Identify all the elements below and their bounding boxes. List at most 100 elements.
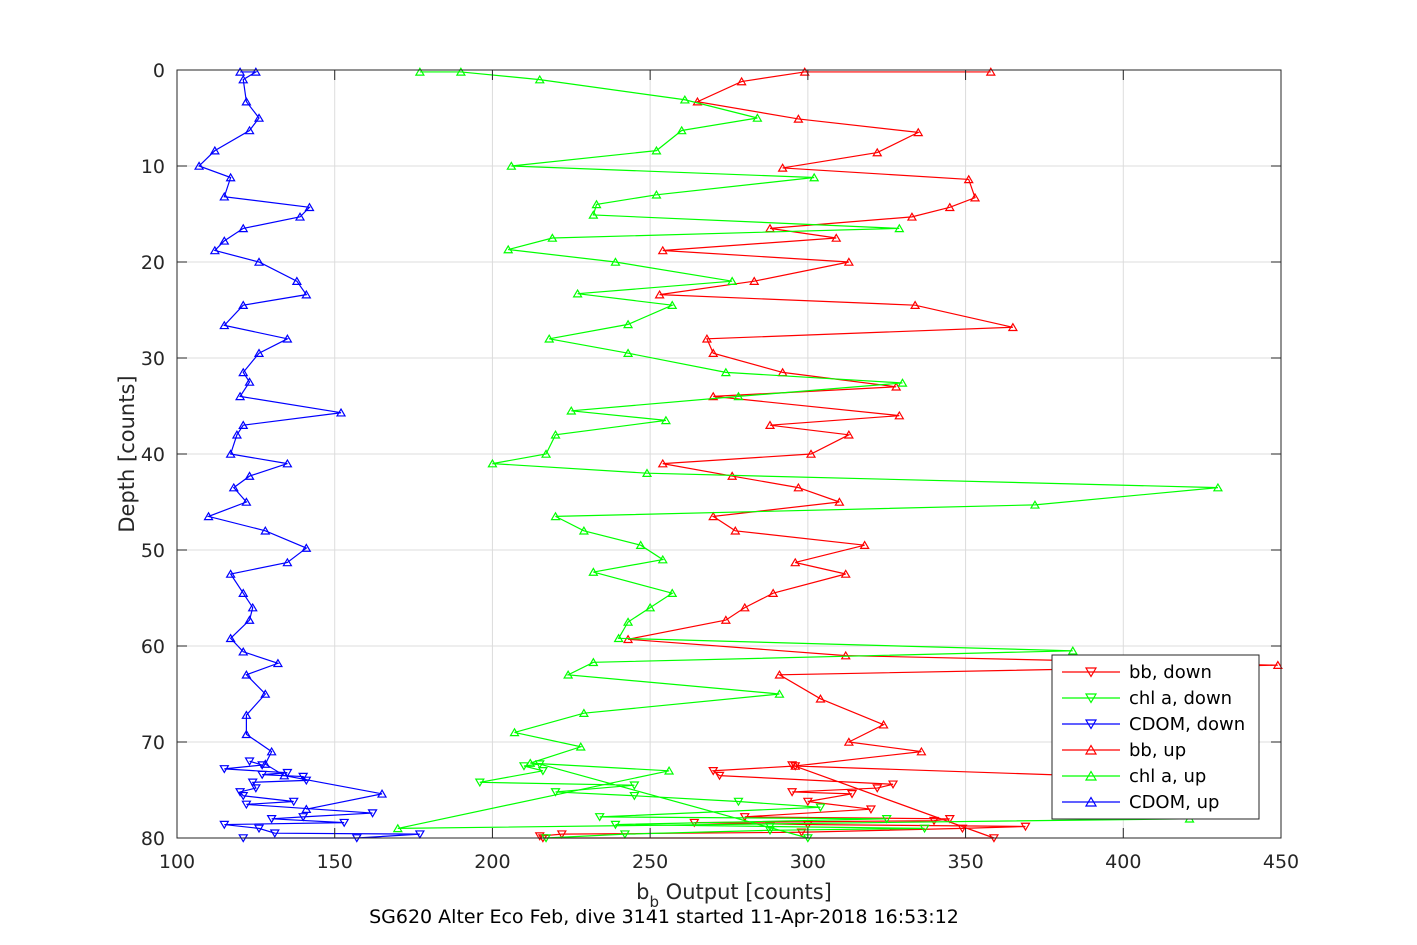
data-point — [588, 657, 599, 667]
data-point — [623, 319, 634, 329]
data-point — [225, 569, 236, 578]
data-point — [944, 202, 955, 212]
data-point — [897, 378, 908, 387]
data-point — [588, 210, 599, 219]
data-point — [619, 830, 630, 839]
data-point — [859, 540, 870, 550]
data-point — [578, 708, 589, 718]
data-point — [550, 430, 561, 439]
data-point — [660, 415, 671, 425]
data-point — [238, 74, 249, 84]
x-axis-label: bb Output [counts] — [636, 880, 832, 911]
y-tick-label: 40 — [141, 444, 165, 466]
data-point — [834, 497, 845, 506]
data-point — [376, 789, 388, 798]
data-point — [654, 289, 665, 299]
data-point — [667, 300, 678, 309]
data-point — [260, 689, 271, 698]
data-point — [796, 828, 807, 838]
data-point — [594, 813, 605, 822]
data-point — [194, 161, 205, 170]
data-point — [787, 788, 798, 797]
legend-entry: chl a, up — [1062, 766, 1206, 787]
data-point — [969, 192, 981, 202]
data-point — [219, 320, 230, 330]
x-axis-label-main: b — [636, 880, 649, 904]
data-point — [238, 300, 249, 309]
legend-swatch-marker — [1084, 667, 1098, 678]
data-point — [906, 212, 917, 221]
data-point — [623, 348, 634, 357]
data-point — [657, 554, 668, 564]
data-point — [919, 824, 930, 834]
data-point — [301, 289, 312, 299]
data-point — [247, 778, 258, 788]
data-point — [768, 588, 779, 598]
legend-box — [1051, 654, 1260, 820]
data-point — [288, 797, 299, 807]
data-point — [298, 772, 309, 782]
data-point — [774, 689, 785, 698]
data-point — [253, 348, 265, 357]
data-point — [260, 526, 271, 535]
data-point — [793, 114, 804, 123]
data-point — [1020, 822, 1031, 832]
data-point — [219, 191, 230, 201]
data-point — [228, 482, 239, 492]
data-point — [815, 803, 826, 813]
data-point — [509, 727, 520, 737]
data-point — [736, 76, 747, 86]
x-tick-label: 150 — [317, 851, 353, 873]
data-point — [708, 391, 719, 401]
data-point — [534, 74, 545, 84]
data-point — [266, 746, 277, 756]
data-point — [294, 212, 306, 221]
data-point — [963, 174, 974, 184]
data-point — [588, 567, 599, 576]
data-point — [487, 458, 498, 468]
data-point — [506, 161, 517, 170]
data-point — [298, 813, 309, 822]
data-point — [692, 96, 703, 106]
data-point — [238, 420, 249, 429]
data-point — [651, 190, 662, 199]
data-point — [279, 770, 290, 780]
series-line — [197, 71, 383, 810]
data-point — [339, 818, 350, 828]
data-point — [282, 458, 293, 468]
data-point — [843, 737, 854, 746]
data-point — [957, 824, 968, 834]
legend-label: bb, up — [1129, 740, 1186, 761]
data-point — [790, 761, 801, 770]
data-point — [878, 719, 889, 729]
data-point — [225, 633, 236, 643]
data-point — [733, 797, 744, 807]
legend-entry: bb, up — [1062, 740, 1186, 761]
data-point — [843, 430, 854, 439]
data-point — [657, 458, 668, 468]
data-point — [635, 540, 646, 550]
data-point — [591, 199, 602, 209]
y-tick-label: 60 — [141, 636, 165, 658]
data-point — [679, 94, 690, 104]
data-point — [304, 202, 315, 212]
data-point — [752, 113, 763, 122]
data-point — [613, 633, 624, 643]
y-tick-label: 0 — [153, 60, 165, 82]
data-point — [550, 788, 561, 797]
data-point — [253, 824, 265, 834]
legend-label: bb, down — [1129, 662, 1212, 683]
data-point — [764, 420, 776, 429]
data-point — [269, 829, 280, 838]
data-point — [235, 788, 246, 797]
data-point — [887, 780, 899, 790]
data-point — [247, 602, 258, 612]
data-point — [805, 449, 817, 458]
data-point — [840, 650, 851, 660]
y-tick-label: 70 — [141, 732, 165, 754]
data-point — [550, 511, 561, 521]
data-point — [238, 646, 249, 656]
x-tick-label: 450 — [1263, 851, 1299, 873]
data-point — [793, 482, 804, 492]
legend-entry: chl a, down — [1062, 688, 1232, 709]
